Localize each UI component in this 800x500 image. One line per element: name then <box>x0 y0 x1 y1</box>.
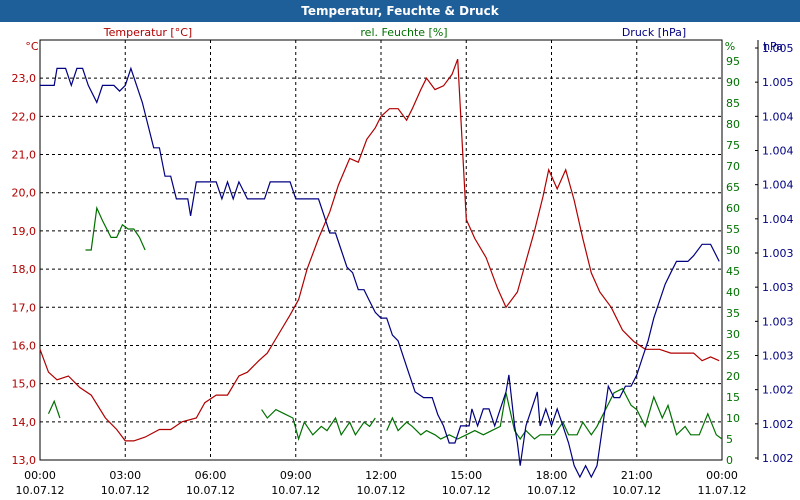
feuchte-series-line <box>261 408 376 442</box>
pressure-axis-title: Druck [hPa] <box>622 26 686 39</box>
pressure-tick-label: 1.002 <box>762 452 794 465</box>
humidity-tick-label: 75 <box>726 139 740 152</box>
humidity-tick-label: 65 <box>726 181 740 194</box>
pressure-tick-label: 1.004 <box>762 110 794 123</box>
x-tick-date: 10.07.12 <box>271 484 320 497</box>
x-tick-time: 09:00 <box>280 469 312 482</box>
series-lines <box>39 58 723 479</box>
grid-lines <box>40 40 722 460</box>
x-tick-time: 12:00 <box>365 469 397 482</box>
humidity-tick-label: 55 <box>726 223 740 236</box>
humidity-tick-label: 20 <box>726 370 740 383</box>
temperature-tick-label: 19,0 <box>12 225 37 238</box>
temperature-tick-label: 23,0 <box>12 72 37 85</box>
x-tick-date: 11.07.12 <box>698 484 747 497</box>
pressure-tick-label: 1.003 <box>762 281 794 294</box>
pressure-tick-label: 1.004 <box>762 179 794 192</box>
feuchte-series-line <box>386 387 723 441</box>
humidity-tick-label: 10 <box>726 412 740 425</box>
humidity-tick-label: 50 <box>726 244 740 257</box>
humidity-tick-label: 25 <box>726 349 740 362</box>
temperature-tick-label: 22,0 <box>12 110 37 123</box>
humidity-tick-label: 30 <box>726 328 740 341</box>
temperature-tick-label: 16,0 <box>12 339 37 352</box>
pressure-tick-label: 1.005 <box>762 76 794 89</box>
pressure-tick-label: 1.003 <box>762 247 794 260</box>
temperature-tick-label: 17,0 <box>12 301 37 314</box>
x-tick-date: 10.07.12 <box>101 484 150 497</box>
x-tick-time: 03:00 <box>109 469 141 482</box>
temperature-tick-label: 20,0 <box>12 187 37 200</box>
x-tick-time: 06:00 <box>195 469 227 482</box>
humidity-tick-label: 15 <box>726 391 740 404</box>
temperature-tick-label: 15,0 <box>12 378 37 391</box>
axis-labels: °C Temperatur [°C] rel. Feuchte [%] % Dr… <box>25 26 783 53</box>
x-tick-date: 10.07.12 <box>612 484 661 497</box>
x-tick-time: 18:00 <box>536 469 568 482</box>
pressure-tick-label: 1.004 <box>762 213 794 226</box>
x-tick-date: 10.07.12 <box>186 484 235 497</box>
humidity-tick-label: 95 <box>726 55 740 68</box>
temperature-axis-title: Temperatur [°C] <box>103 26 192 39</box>
humidity-axis-title: rel. Feuchte [%] <box>360 26 447 39</box>
x-tick-time: 21:00 <box>621 469 653 482</box>
feuchte-series-line <box>47 399 61 419</box>
pressure-tick-label: 1.002 <box>762 384 794 397</box>
chart-title: Temperatur, Feuchte & Druck <box>0 0 800 22</box>
temperatur-series-line <box>39 58 720 442</box>
humidity-tick-label: 35 <box>726 307 740 320</box>
humidity-tick-label: 80 <box>726 118 740 131</box>
pressure-tick-label: 1.004 <box>762 145 794 158</box>
temperature-tick-label: 21,0 <box>12 149 37 162</box>
temperature-tick-label: 18,0 <box>12 263 37 276</box>
x-tick-time: 15:00 <box>450 469 482 482</box>
temperature-tick-label: 13,0 <box>12 454 37 467</box>
x-tick-date: 10.07.12 <box>442 484 491 497</box>
humidity-tick-label: 85 <box>726 97 740 110</box>
x-tick-date: 10.07.12 <box>357 484 406 497</box>
humidity-tick-label: 90 <box>726 76 740 89</box>
temperature-tick-label: 14,0 <box>12 416 37 429</box>
druck-series-line <box>40 66 720 479</box>
humidity-unit-label: % <box>725 40 735 53</box>
axes: 13,0 14,0 15,0 16,0 17,0 18,0 19,0 20,0 21,0 22,0… <box>12 40 794 497</box>
pressure-tick-label: 1.003 <box>762 350 794 363</box>
humidity-tick-label: 45 <box>726 265 740 278</box>
x-tick-date: 10.07.12 <box>16 484 65 497</box>
humidity-tick-label: 60 <box>726 202 740 215</box>
feuchte-series-line <box>85 205 146 251</box>
humidity-tick-label: 40 <box>726 286 740 299</box>
humidity-tick-label: 0 <box>726 454 733 467</box>
x-tick-date: 10.07.12 <box>527 484 576 497</box>
pressure-tick-label: 1.005 <box>762 42 794 55</box>
humidity-tick-label: 5 <box>726 433 733 446</box>
x-tick-time: 00:00 <box>24 469 56 482</box>
pressure-tick-label: 1.003 <box>762 315 794 328</box>
x-tick-time: 00:00 <box>706 469 738 482</box>
pressure-tick-label: 1.002 <box>762 418 794 431</box>
humidity-tick-label: 70 <box>726 160 740 173</box>
pressure-unit-label: hPa <box>763 40 783 53</box>
temperature-unit-label: °C <box>25 40 39 53</box>
